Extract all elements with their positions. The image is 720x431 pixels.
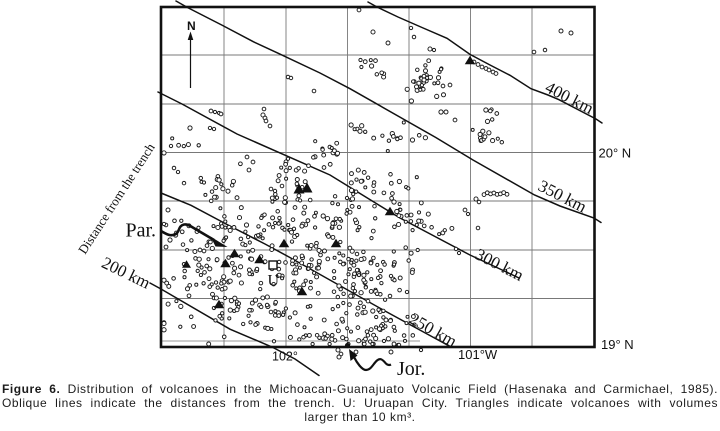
svg-text:Jor.: Jor. [397, 358, 425, 380]
svg-text:Par.: Par. [126, 220, 157, 242]
svg-text:102°: 102° [272, 350, 298, 364]
svg-text:U: U [268, 273, 280, 290]
svg-text:101°W: 101°W [458, 347, 498, 362]
svg-text:19° N: 19° N [601, 337, 634, 352]
svg-text:N: N [187, 19, 196, 33]
svg-text:20° N: 20° N [599, 146, 632, 161]
